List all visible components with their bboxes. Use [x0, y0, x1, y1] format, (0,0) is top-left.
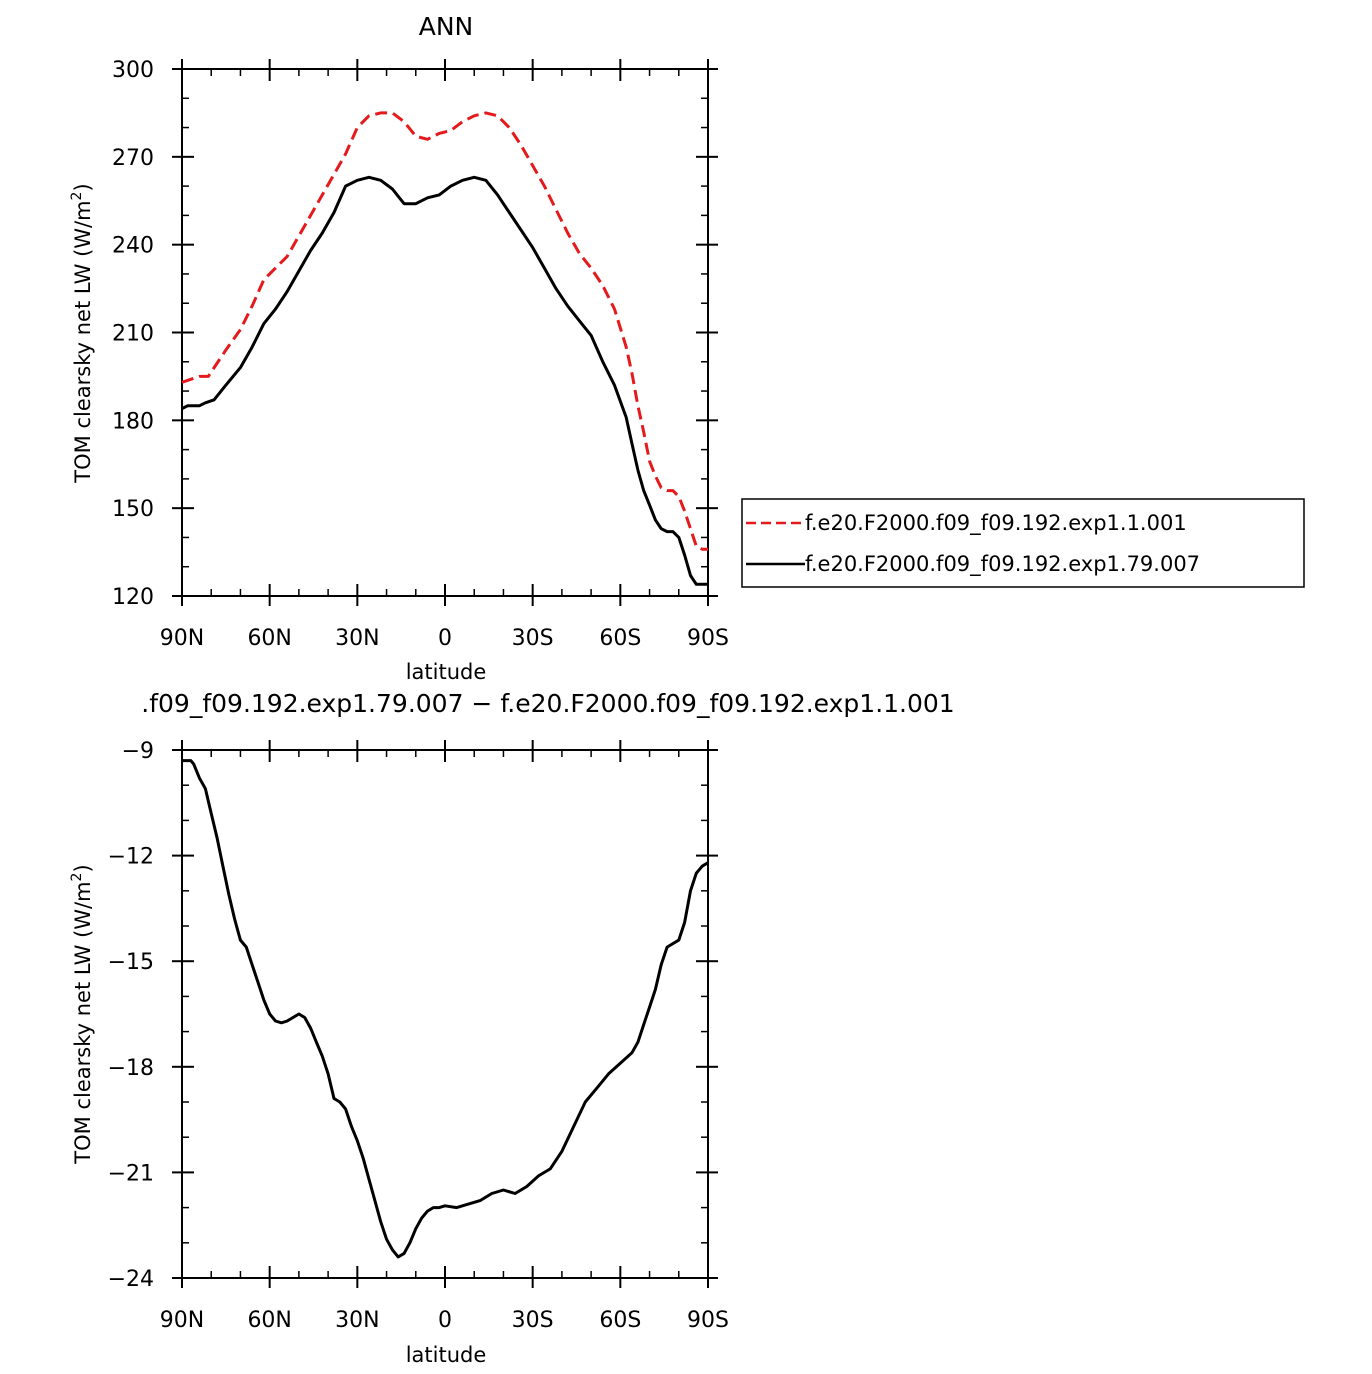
top-y-title-sup: 2 [69, 192, 85, 201]
x-tick-label: 0 [438, 1308, 452, 1333]
x-tick-label: 90N [160, 1308, 204, 1333]
y-tick-label: 240 [112, 234, 154, 259]
bottom-panel-title: .f09_f09.192.exp1.79.007 − f.e20.F2000.f… [141, 689, 954, 718]
y-tick-label: −24 [108, 1267, 154, 1292]
y-tick-label: 120 [112, 585, 154, 610]
x-tick-label: 60S [599, 626, 641, 651]
top-y-title-suffix: ) [71, 183, 95, 191]
x-tick-label: 60N [247, 626, 291, 651]
x-tick-label: 30N [335, 626, 379, 651]
legend: f.e20.F2000.f09_f09.192.exp1.1.001 f.e20… [741, 498, 1305, 588]
bottom-panel-series [182, 759, 709, 1259]
bottom-plot-frame [181, 749, 709, 1279]
x-tick-label: 60N [247, 1308, 291, 1333]
y-tick-label: −12 [108, 845, 154, 870]
series-line-2 [181, 175, 708, 586]
legend-box [741, 498, 1305, 588]
x-tick-label: 30S [512, 626, 554, 651]
bottom-panel-y-tick-labels: −24 −21 −18 −15 −12 −9 [108, 739, 154, 1292]
x-tick-label: 60S [599, 1308, 641, 1333]
bottom-panel-ticks [172, 740, 718, 1288]
top-panel-series [181, 111, 708, 586]
y-tick-label: 210 [112, 322, 154, 347]
top-panel-y-axis-title: TOM clearsky net LW (W/m2) [69, 183, 95, 483]
bottom-y-title-sup: 2 [69, 873, 85, 882]
x-tick-label: 90S [687, 626, 729, 651]
top-panel-x-axis-title: latitude [406, 660, 487, 684]
bottom-y-title-suffix: ) [71, 864, 95, 872]
y-tick-label: −15 [108, 950, 154, 975]
top-panel-y-tick-labels: 120 150 180 210 240 270 300 [112, 58, 154, 610]
legend-label-series-1: f.e20.F2000.f09_f09.192.exp1.1.001 [805, 511, 1187, 536]
x-tick-label: 90S [687, 1308, 729, 1333]
y-tick-label: −9 [122, 739, 154, 764]
x-tick-label: 30N [335, 1308, 379, 1333]
y-tick-label: 300 [112, 58, 154, 83]
legend-label-series-2: f.e20.F2000.f09_f09.192.exp1.79.007 [805, 552, 1200, 577]
series-line-1 [181, 111, 708, 551]
y-tick-label: −18 [108, 1056, 154, 1081]
bottom-y-title-prefix: TOM clearsky net LW (W/m [71, 881, 95, 1164]
bottom-panel-x-axis-title: latitude [406, 1343, 487, 1367]
x-tick-label: 90N [160, 626, 204, 651]
top-y-title-prefix: TOM clearsky net LW (W/m [71, 200, 95, 483]
top-panel-ticks [172, 59, 718, 606]
top-panel-title: ANN [419, 12, 474, 41]
series-line-1 [182, 759, 709, 1259]
bottom-panel-y-axis-title: TOM clearsky net LW (W/m2) [69, 864, 95, 1164]
top-panel: ANN 120 150 180 210 240 270 300 90N 60N 30N 0 30S 6… [69, 12, 729, 684]
y-tick-label: 270 [112, 146, 154, 171]
y-tick-label: 150 [112, 497, 154, 522]
top-panel-x-tick-labels: 90N 60N 30N 0 30S 60S 90S [160, 626, 729, 651]
x-tick-label: 30S [512, 1308, 554, 1333]
y-tick-label: 180 [112, 409, 154, 434]
y-tick-label: −21 [108, 1161, 154, 1186]
bottom-panel: .f09_f09.192.exp1.79.007 − f.e20.F2000.f… [69, 689, 955, 1367]
bottom-panel-x-tick-labels: 90N 60N 30N 0 30S 60S 90S [160, 1308, 729, 1333]
x-tick-label: 0 [438, 626, 452, 651]
